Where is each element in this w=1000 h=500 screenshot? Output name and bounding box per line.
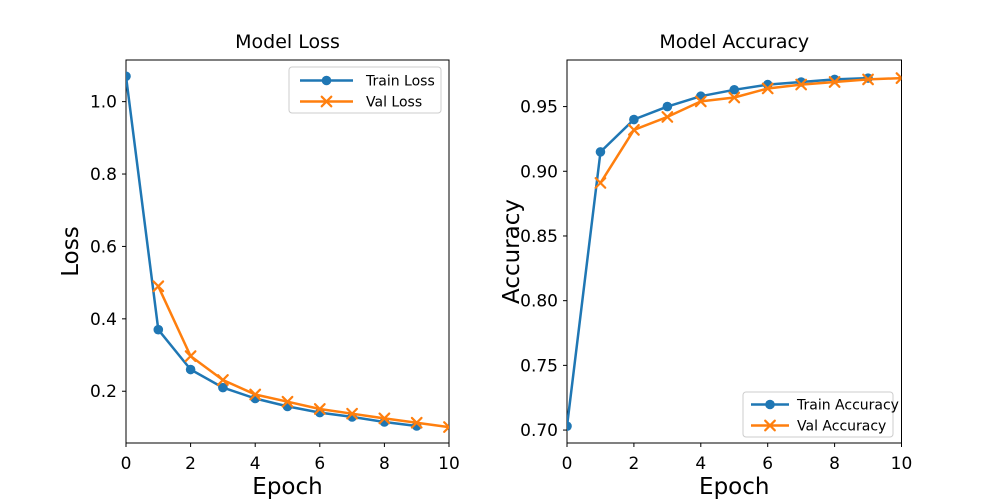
legend-label: Train Accuracy [796, 398, 899, 414]
data-point-marker [662, 101, 673, 112]
data-point-marker [628, 123, 640, 136]
legend: Train Loss Val Loss [288, 66, 442, 114]
x-axis-label: Epoch [699, 474, 769, 500]
y-tick-label: 0.6 [90, 237, 117, 257]
y-axis-label: Loss [58, 226, 84, 276]
data-point-marker [281, 395, 294, 408]
y-tick-label: 0.8 [90, 165, 117, 185]
legend-x-marker-icon [764, 419, 776, 432]
legend-circle-marker-icon [765, 399, 775, 410]
data-point-marker [594, 177, 607, 189]
y-tick-label: 1.0 [90, 93, 117, 113]
data-point-marker [729, 84, 740, 95]
legend-x-marker-icon [320, 95, 333, 108]
data-point-marker [378, 412, 391, 425]
x-tick-label: 0 [121, 454, 132, 474]
series-val-loss [152, 280, 449, 433]
y-tick-label: 0.85 [520, 227, 558, 247]
data-point-marker [694, 95, 707, 108]
data-point-marker [895, 72, 902, 85]
data-point-marker [629, 114, 639, 125]
axes-spines [566, 59, 902, 444]
legend-circle-marker-icon [321, 75, 332, 86]
accuracy-chart: 0 2 4 6 8 10 0.70 0.75 0.80 0.85 0.90 0.95 Model Acc… [499, 31, 912, 500]
x-tick-label: 2 [185, 454, 196, 474]
chart-title: Model Loss [235, 31, 340, 53]
data-point-marker [443, 421, 449, 433]
data-point-marker [153, 324, 164, 335]
x-tick-label: 0 [562, 454, 573, 474]
data-point-marker [185, 364, 196, 375]
x-tick-label: 8 [829, 454, 840, 474]
y-axis-label: Accuracy [499, 199, 525, 304]
x-tick-label: 10 [438, 454, 460, 474]
data-point-marker [346, 407, 358, 420]
x-tick-label: 6 [762, 454, 773, 474]
legend-label: Train Loss [365, 74, 435, 90]
data-point-marker [218, 382, 228, 393]
data-point-marker [862, 73, 874, 86]
x-tick-label: 6 [314, 454, 325, 474]
y-tick-label: 0.80 [520, 292, 558, 312]
chart-title: Model Accuracy [659, 31, 809, 53]
x-tick-label: 8 [379, 454, 390, 474]
legend: Train Accuracy Val Accuracy [742, 391, 899, 438]
y-tick-label: 0.90 [520, 162, 558, 182]
data-point-marker [595, 147, 606, 157]
series-line [567, 76, 869, 427]
series-line [599, 76, 902, 184]
series-train-accuracy [567, 73, 873, 431]
data-point-marker [126, 71, 131, 82]
x-tick-label: 4 [250, 454, 261, 474]
legend-label: Val Accuracy [797, 419, 886, 435]
x-tick-label: 2 [628, 454, 639, 474]
data-point-marker [828, 76, 841, 88]
data-point-marker [567, 421, 572, 431]
axes-spines [125, 59, 450, 444]
series-line [157, 285, 449, 429]
data-point-marker [728, 91, 741, 104]
x-tick-label: 10 [891, 454, 913, 474]
series-train-loss [126, 71, 422, 431]
data-point-marker [761, 82, 774, 95]
data-point-marker [217, 374, 229, 386]
data-point-marker [152, 280, 165, 293]
data-point-marker [184, 350, 197, 363]
data-point-marker [795, 78, 808, 91]
legend-label: Val Loss [366, 95, 422, 111]
y-tick-label: 0.2 [90, 382, 117, 402]
x-axis-label: Epoch [252, 474, 322, 500]
data-point-marker [313, 403, 326, 415]
loss-chart: 0 2 4 6 8 10 0.2 0.4 0.6 0.8 1.0 Model Loss Epoch Los… [58, 31, 460, 500]
data-point-marker [661, 111, 674, 123]
x-tick-label: 4 [695, 454, 706, 474]
data-point-marker [249, 388, 262, 401]
series-val-accuracy [594, 72, 902, 189]
y-tick-label: 0.70 [520, 421, 558, 441]
series-line [126, 76, 417, 428]
y-tick-label: 0.4 [90, 310, 117, 330]
data-point-marker [410, 416, 423, 429]
y-tick-label: 0.95 [520, 98, 558, 118]
y-tick-label: 0.75 [520, 356, 558, 376]
